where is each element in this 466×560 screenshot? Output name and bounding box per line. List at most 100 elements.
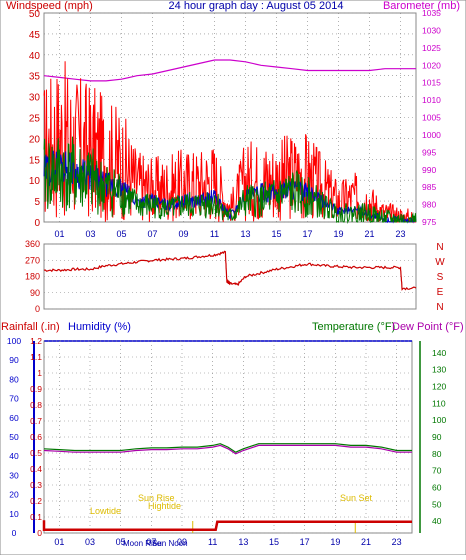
x-tick-label: 09 xyxy=(178,229,188,239)
direction-label: S xyxy=(437,272,444,283)
humidity-tick-label: 0 xyxy=(12,528,17,538)
temperature-tick-label: 110 xyxy=(432,398,446,408)
x-tick-label: 05 xyxy=(116,537,126,547)
y-left-tick-label: 40 xyxy=(29,51,41,62)
y-right-tick-label: 990 xyxy=(422,165,436,175)
rain-tick-label: 0.6 xyxy=(30,432,42,442)
x-tick-label: 03 xyxy=(85,537,95,547)
y-tick-label: 360 xyxy=(25,239,40,249)
dewpoint-label: Dew Point (°F) xyxy=(392,321,464,333)
moonrise-label: Moon Rise xyxy=(123,539,162,548)
dew-point-line xyxy=(43,444,412,455)
y-right-tick-label: 975 xyxy=(422,217,436,227)
y-left-tick-label: 45 xyxy=(29,30,41,41)
x-tick-label: 11 xyxy=(208,537,217,547)
humidity-label: Humidity (%) xyxy=(68,321,131,333)
y-left-tick-label: 15 xyxy=(29,155,41,166)
y-left-tick-label: 10 xyxy=(29,176,41,187)
x-tick-label: 09 xyxy=(177,537,187,547)
x-tick-label: 11 xyxy=(210,229,219,239)
y-right-tick-label: 1010 xyxy=(422,95,441,105)
humidity-tick-label: 80 xyxy=(9,374,19,384)
rain-tick-label: 1.1 xyxy=(30,352,42,362)
rain-tick-label: 0.4 xyxy=(30,464,42,474)
temperature-tick-label: 70 xyxy=(432,466,442,476)
x-tick-label: 19 xyxy=(330,537,340,547)
x-tick-label: 13 xyxy=(240,229,250,239)
x-tick-label: 19 xyxy=(333,229,343,239)
temperature-line xyxy=(43,443,412,453)
barometer-label: Barometer (mb) xyxy=(383,0,460,12)
temperature-tick-label: 40 xyxy=(432,516,442,526)
temperature-tick-label: 120 xyxy=(432,381,446,391)
y-left-tick-label: 5 xyxy=(34,197,40,208)
rain-tick-label: 0.9 xyxy=(30,384,42,394)
y-right-tick-label: 995 xyxy=(422,147,436,157)
hightide-label: Hightide xyxy=(148,501,181,511)
rain-tick-label: 0.5 xyxy=(30,448,42,458)
sunset-label: Sun Set xyxy=(340,493,373,503)
humidity-tick-label: 70 xyxy=(9,394,19,404)
x-tick-label: 15 xyxy=(271,229,281,239)
x-tick-label: 05 xyxy=(116,229,126,239)
y-right-tick-label: 1035 xyxy=(422,8,441,18)
rain-tick-label: 0 xyxy=(37,528,42,538)
y-right-tick-label: 980 xyxy=(422,200,436,210)
humidity-tick-label: 100 xyxy=(7,336,21,346)
rainfall-label: Rainfall (.in) xyxy=(1,321,60,333)
wind-line xyxy=(43,136,417,224)
y-tick-label: 180 xyxy=(25,272,40,282)
sunnoon-label: Sun Noon xyxy=(152,539,188,548)
rain-tick-label: 1 xyxy=(37,368,42,378)
barometer-line xyxy=(43,59,416,82)
humidity-tick-label: 30 xyxy=(9,470,19,480)
y-left-tick-label: 25 xyxy=(29,114,41,125)
temp-humidity-rain-panel: 00.10.20.30.40.50.60.70.80.911.11.201020… xyxy=(7,336,447,547)
temperature-tick-label: 140 xyxy=(432,348,446,358)
wind-baro-panel: 0510152025303540455097598098599099510001… xyxy=(29,8,441,239)
x-tick-label: 17 xyxy=(300,537,310,547)
y-right-tick-label: 1000 xyxy=(422,130,441,140)
wind-direction-line xyxy=(43,250,417,291)
y-left-tick-label: 30 xyxy=(29,93,41,104)
humidity-tick-label: 10 xyxy=(9,509,19,519)
y-right-tick-label: 985 xyxy=(422,182,436,192)
graph-title: 24 hour graph day : August 05 2014 xyxy=(169,0,344,12)
x-tick-label: 01 xyxy=(54,229,64,239)
rainfall-line xyxy=(42,520,412,532)
humidity-tick-label: 40 xyxy=(9,451,19,461)
y-right-tick-label: 1025 xyxy=(422,43,441,53)
temperature-tick-label: 130 xyxy=(432,365,446,375)
temperature-label: Temperature (°F) xyxy=(312,321,395,333)
y-left-tick-label: 50 xyxy=(29,9,41,20)
humidity-tick-label: 90 xyxy=(9,355,19,365)
y-right-tick-label: 1020 xyxy=(422,60,441,70)
humidity-tick-label: 50 xyxy=(9,432,19,442)
temperature-tick-label: 60 xyxy=(432,483,442,493)
x-tick-label: 15 xyxy=(269,537,279,547)
rain-tick-label: 0.3 xyxy=(30,480,42,490)
x-tick-label: 21 xyxy=(361,537,371,547)
windspeed-label: Windspeed (mph) xyxy=(6,0,93,12)
y-right-tick-label: 1005 xyxy=(422,113,441,123)
x-tick-label: 07 xyxy=(146,537,156,547)
x-tick-label: 01 xyxy=(54,537,64,547)
x-tick-label: 23 xyxy=(392,537,402,547)
y-tick-label: 90 xyxy=(30,288,40,298)
temperature-tick-label: 100 xyxy=(432,415,446,425)
rain-tick-label: 1.2 xyxy=(30,336,42,346)
direction-label: W xyxy=(435,257,445,268)
x-tick-label: 21 xyxy=(364,229,374,239)
direction-label: E xyxy=(437,287,444,298)
temperature-tick-label: 90 xyxy=(432,432,442,442)
y-left-tick-label: 0 xyxy=(34,218,40,229)
lowtide-label: Lowtide xyxy=(90,506,121,516)
humidity-tick-label: 20 xyxy=(9,490,19,500)
direction-label: N xyxy=(436,302,443,313)
temperature-tick-label: 80 xyxy=(432,449,442,459)
x-tick-label: 17 xyxy=(302,229,312,239)
direction-label: N xyxy=(436,242,443,253)
